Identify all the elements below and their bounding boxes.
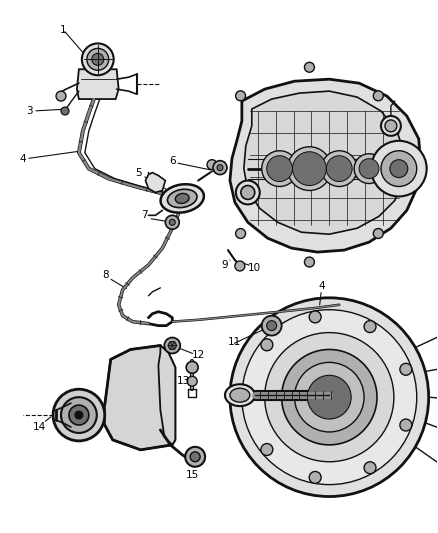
Circle shape [56, 91, 66, 101]
Circle shape [359, 159, 379, 179]
Polygon shape [244, 91, 405, 234]
Circle shape [293, 152, 326, 185]
Circle shape [262, 151, 297, 187]
Circle shape [390, 160, 408, 177]
Circle shape [261, 339, 273, 351]
Circle shape [213, 160, 227, 175]
Circle shape [321, 151, 357, 187]
Circle shape [402, 160, 412, 169]
Text: 7: 7 [141, 211, 148, 220]
Circle shape [235, 261, 245, 271]
Circle shape [385, 120, 397, 132]
Circle shape [242, 310, 417, 484]
Circle shape [168, 342, 176, 350]
Circle shape [185, 447, 205, 467]
Circle shape [373, 91, 383, 101]
Ellipse shape [230, 388, 250, 402]
Text: 14: 14 [32, 422, 46, 432]
Circle shape [309, 311, 321, 323]
Text: 4: 4 [318, 281, 325, 291]
Circle shape [236, 181, 260, 204]
Circle shape [267, 321, 277, 330]
Circle shape [164, 337, 180, 353]
Circle shape [267, 156, 293, 182]
Circle shape [241, 185, 255, 199]
Circle shape [354, 154, 384, 183]
Circle shape [236, 91, 246, 101]
Circle shape [186, 361, 198, 373]
Circle shape [294, 362, 364, 432]
Circle shape [92, 53, 104, 65]
Circle shape [87, 49, 109, 70]
Text: 12: 12 [191, 350, 205, 360]
Circle shape [69, 405, 89, 425]
Circle shape [217, 165, 223, 171]
Polygon shape [105, 345, 175, 450]
Circle shape [364, 321, 376, 333]
Circle shape [230, 298, 429, 497]
Text: 3: 3 [26, 106, 32, 116]
Text: 15: 15 [186, 470, 199, 480]
Ellipse shape [225, 384, 255, 406]
Circle shape [400, 419, 412, 431]
Circle shape [165, 215, 179, 229]
Circle shape [265, 333, 394, 462]
Circle shape [242, 391, 254, 403]
Text: 11: 11 [228, 336, 241, 346]
Text: 6: 6 [169, 156, 176, 166]
Text: 9: 9 [222, 260, 228, 270]
Circle shape [61, 397, 97, 433]
Text: 10: 10 [248, 263, 261, 273]
Ellipse shape [175, 193, 189, 204]
Text: 5: 5 [135, 167, 142, 177]
Text: 8: 8 [102, 270, 109, 280]
Circle shape [309, 472, 321, 483]
Polygon shape [145, 173, 165, 192]
Circle shape [61, 107, 69, 115]
Circle shape [207, 160, 217, 169]
Text: 4: 4 [20, 154, 27, 164]
Circle shape [307, 375, 351, 419]
Circle shape [288, 147, 331, 190]
Circle shape [75, 411, 83, 419]
Polygon shape [77, 69, 119, 99]
Circle shape [381, 116, 401, 136]
Circle shape [170, 219, 175, 225]
Circle shape [187, 376, 197, 386]
Circle shape [262, 316, 282, 336]
Circle shape [373, 229, 383, 238]
Circle shape [53, 389, 105, 441]
Circle shape [190, 452, 200, 462]
Circle shape [82, 43, 114, 75]
Circle shape [261, 443, 273, 456]
Circle shape [364, 462, 376, 474]
Circle shape [371, 141, 427, 197]
Text: 1: 1 [60, 25, 66, 35]
Ellipse shape [167, 189, 197, 208]
Circle shape [326, 156, 352, 182]
Ellipse shape [161, 184, 204, 213]
Circle shape [282, 350, 377, 445]
Text: 13: 13 [177, 376, 190, 386]
Polygon shape [230, 79, 421, 252]
Polygon shape [159, 345, 175, 445]
Circle shape [381, 151, 417, 187]
Circle shape [304, 257, 314, 267]
Circle shape [400, 364, 412, 375]
Circle shape [304, 62, 314, 72]
Circle shape [236, 229, 246, 238]
